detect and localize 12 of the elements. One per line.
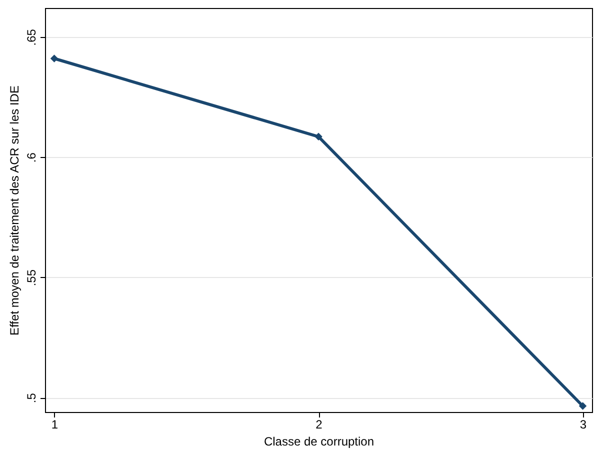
x-tick-label: 1 bbox=[51, 418, 58, 432]
x-axis-title: Classe de corruption bbox=[264, 434, 374, 448]
x-tick-label: 2 bbox=[316, 418, 323, 432]
y-tick-label: .65 bbox=[24, 28, 38, 46]
point bbox=[314, 132, 322, 141]
y-tick-label: .55 bbox=[24, 269, 38, 286]
y-tick-label: .6 bbox=[24, 152, 38, 163]
y-tick-label: .5 bbox=[24, 392, 38, 404]
point bbox=[50, 54, 58, 62]
x-tick-label: 3 bbox=[580, 418, 587, 432]
y-axis-title: Effet moyen de traitement des ACR sur les IDE bbox=[8, 86, 22, 336]
point bbox=[578, 402, 587, 410]
